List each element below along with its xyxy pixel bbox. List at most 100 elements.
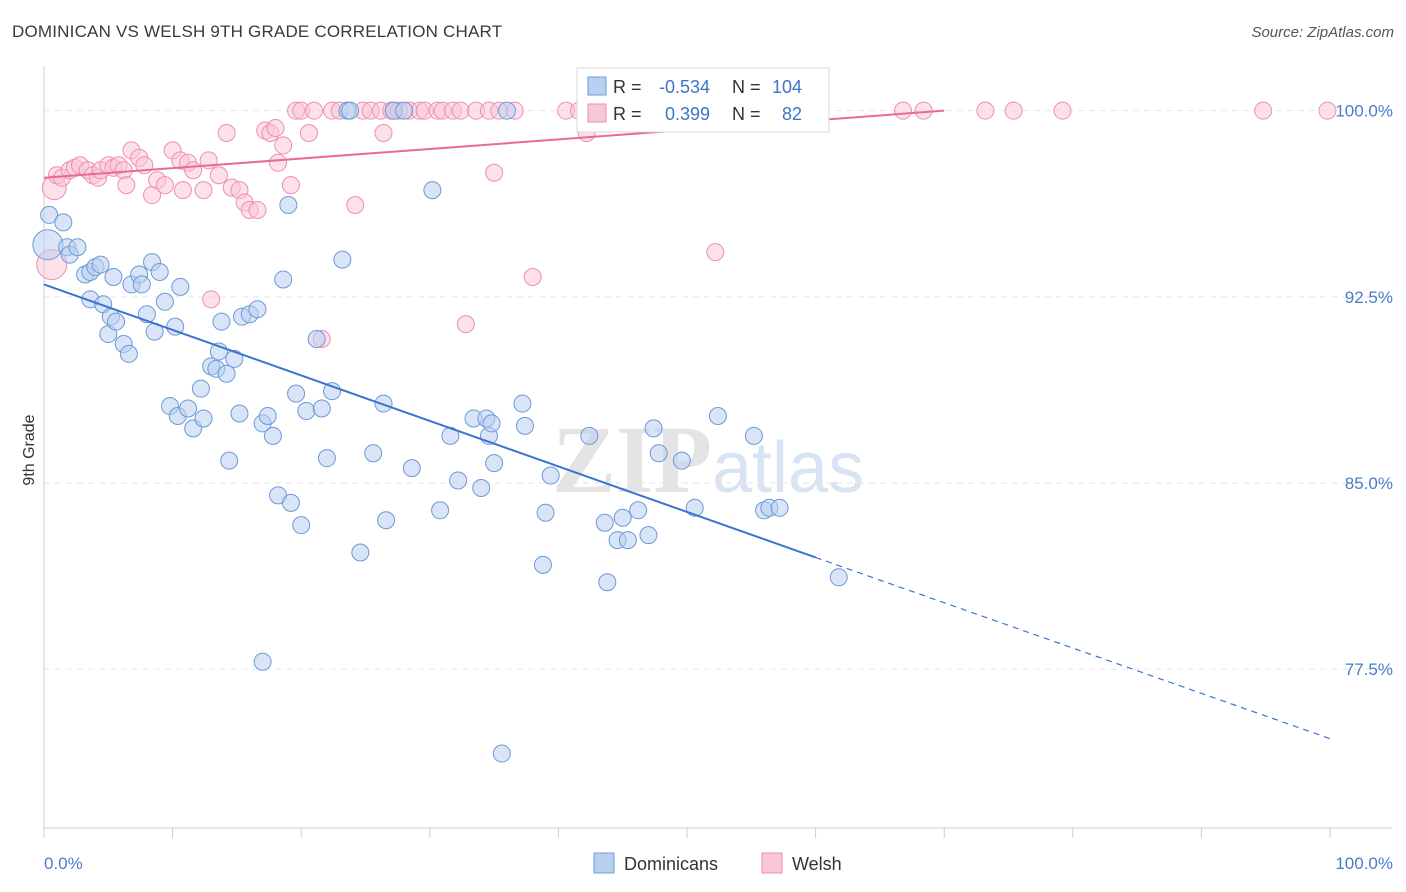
legend-n-label-dominicans: N = bbox=[732, 77, 761, 97]
series-legend: Dominicans Welsh bbox=[593, 852, 842, 874]
dominican-point-57 bbox=[317, 449, 336, 468]
welsh-point-24 bbox=[173, 181, 192, 200]
welsh-point-65 bbox=[456, 315, 475, 334]
bottom-legend-swatch-welsh bbox=[761, 852, 783, 874]
dominican-point-96 bbox=[672, 451, 691, 470]
dominican-point-49 bbox=[274, 270, 293, 289]
dominican-point-52 bbox=[287, 384, 306, 403]
dominican-point-92 bbox=[629, 501, 648, 520]
legend-r-welsh: 0.399 bbox=[665, 104, 710, 124]
dominican-point-40 bbox=[225, 349, 244, 368]
dominican-point-79 bbox=[492, 744, 511, 763]
x-tick-labels: 0.0% 100.0% bbox=[44, 854, 1393, 873]
y-tick-label-0: 77.5% bbox=[1345, 660, 1393, 679]
welsh-point-85 bbox=[1318, 101, 1337, 120]
welsh-point-54 bbox=[374, 124, 393, 143]
dominican-point-50 bbox=[279, 195, 298, 214]
welsh-point-50 bbox=[346, 195, 365, 214]
dominican-point-98 bbox=[708, 406, 727, 425]
welsh-point-84 bbox=[1254, 101, 1273, 120]
welsh-point-78 bbox=[706, 243, 725, 262]
dominican-point-15 bbox=[104, 267, 123, 286]
dominican-point-5 bbox=[68, 238, 87, 257]
welsh-point-83 bbox=[1053, 101, 1072, 120]
legend-box bbox=[576, 67, 830, 133]
welsh-point-15 bbox=[117, 176, 136, 195]
dominican-point-74 bbox=[472, 478, 491, 497]
legend-r-label-dominicans: R = bbox=[613, 77, 642, 97]
y-axis-label: 9th Grade bbox=[21, 414, 38, 485]
welsh-point-31 bbox=[217, 124, 236, 143]
y-tick-label-2: 92.5% bbox=[1345, 288, 1393, 307]
welsh-point-27 bbox=[194, 181, 213, 200]
legend-n-label-welsh: N = bbox=[732, 104, 761, 124]
bottom-legend-swatch-dominicans bbox=[593, 852, 615, 874]
welsh-point-80 bbox=[914, 101, 933, 120]
dominican-point-0 bbox=[32, 229, 64, 261]
dominican-point-81 bbox=[513, 394, 532, 413]
dominican-point-44 bbox=[248, 300, 267, 319]
dominican-point-53 bbox=[292, 516, 311, 535]
welsh-point-68 bbox=[485, 163, 504, 182]
welsh-point-39 bbox=[266, 119, 285, 138]
dominican-point-91 bbox=[618, 531, 637, 550]
dominican-point-24 bbox=[150, 263, 169, 282]
dominican-point-85 bbox=[541, 466, 560, 485]
dominican-point-59 bbox=[333, 250, 352, 269]
welsh-point-82 bbox=[1004, 101, 1023, 120]
dominican-point-94 bbox=[644, 419, 663, 438]
dominican-point-87 bbox=[595, 513, 614, 532]
chart-title: DOMINICAN VS WELSH 9TH GRADE CORRELATION… bbox=[12, 22, 503, 41]
dominican-point-38 bbox=[217, 364, 236, 383]
welsh-point-64 bbox=[451, 101, 470, 120]
welsh-point-26 bbox=[184, 161, 203, 180]
legend-r-label-welsh: R = bbox=[613, 104, 642, 124]
dominican-point-9 bbox=[91, 255, 110, 274]
welsh-points bbox=[36, 101, 1337, 349]
dominican-point-90 bbox=[613, 508, 632, 527]
welsh-point-14 bbox=[114, 161, 133, 180]
dominican-point-46 bbox=[258, 406, 277, 425]
x-tick-label-0: 0.0% bbox=[44, 854, 83, 873]
bottom-legend-label-dominicans: Dominicans bbox=[624, 854, 718, 874]
welsh-point-79 bbox=[894, 101, 913, 120]
dominican-point-17 bbox=[119, 344, 138, 363]
dominican-point-70 bbox=[431, 501, 450, 520]
legend-swatch-welsh bbox=[587, 103, 607, 123]
dominican-point-62 bbox=[351, 543, 370, 562]
dominican-point-55 bbox=[307, 330, 326, 349]
dominican-point-65 bbox=[377, 511, 396, 530]
bottom-legend-label-welsh: Welsh bbox=[792, 854, 842, 874]
dominican-point-56 bbox=[312, 399, 331, 418]
dominican-point-68 bbox=[402, 459, 421, 478]
dominican-point-86 bbox=[580, 426, 599, 445]
y-tick-labels: 77.5% 85.0% 92.5% 100.0% bbox=[1335, 102, 1393, 679]
dominican-point-47 bbox=[263, 426, 282, 445]
dominican-point-97 bbox=[685, 498, 704, 517]
dominican-trend-line bbox=[43, 283, 816, 559]
dominican-point-67 bbox=[395, 101, 414, 120]
source-credit: Source: ZipAtlas.com bbox=[1251, 24, 1394, 41]
welsh-point-45 bbox=[299, 124, 318, 143]
dominican-point-82 bbox=[515, 416, 534, 435]
x-tick-label-1: 100.0% bbox=[1335, 854, 1393, 873]
watermark-atlas: atlas bbox=[712, 428, 864, 508]
dominican-point-80 bbox=[497, 101, 516, 120]
legend-r-dominicans: -0.534 bbox=[659, 77, 710, 97]
welsh-point-29 bbox=[202, 290, 221, 309]
welsh-point-42 bbox=[281, 176, 300, 195]
dominican-point-104 bbox=[253, 652, 272, 671]
welsh-point-71 bbox=[523, 267, 542, 286]
welsh-point-81 bbox=[976, 101, 995, 120]
y-tick-label-1: 85.0% bbox=[1345, 474, 1393, 493]
dominican-point-20 bbox=[132, 275, 151, 294]
dominican-point-2 bbox=[54, 213, 73, 232]
dominican-point-54 bbox=[297, 402, 316, 421]
dominican-point-25 bbox=[155, 292, 174, 311]
dominican-point-103 bbox=[829, 568, 848, 587]
dominican-point-88 bbox=[598, 573, 617, 592]
correlation-legend: R = -0.534 N = 104 R = 0.399 N = 82 bbox=[576, 67, 830, 133]
dominican-point-51 bbox=[281, 493, 300, 512]
dominican-point-69 bbox=[423, 181, 442, 200]
